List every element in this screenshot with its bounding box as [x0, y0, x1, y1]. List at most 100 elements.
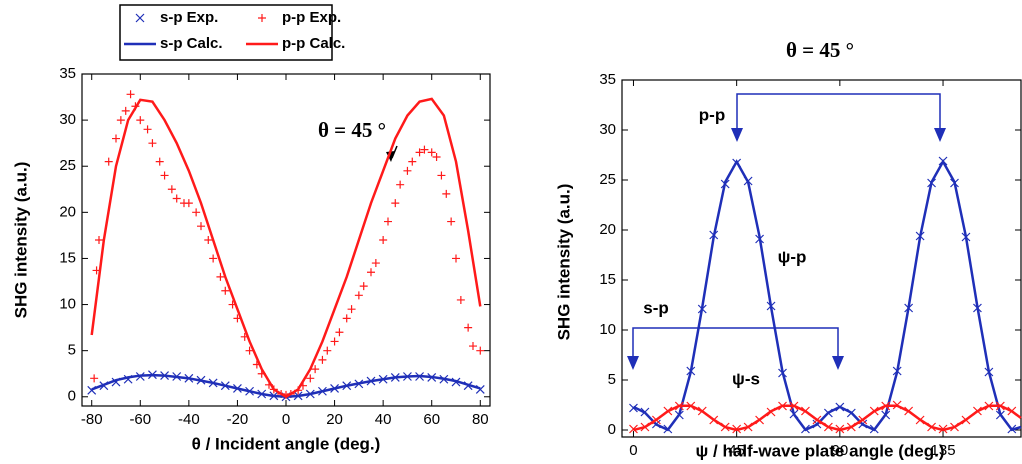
data-point [121, 106, 130, 115]
y-tick-label: 10 [599, 321, 616, 338]
x-tick-label: -20 [227, 411, 249, 428]
data-point [90, 374, 99, 383]
data-point [192, 208, 201, 217]
x-tick-label: 90 [832, 442, 849, 459]
data-point [160, 171, 169, 180]
data-point [347, 305, 356, 314]
y-tick-label: 0 [608, 421, 616, 438]
data-point [371, 259, 380, 268]
x-tick-label: -60 [129, 411, 151, 428]
y-tick-label: 35 [59, 65, 76, 82]
data-point [379, 236, 388, 244]
x-axis-label: θ / Incident angle (deg.) [192, 434, 381, 453]
data-point [116, 116, 125, 125]
data-point [456, 295, 465, 304]
plot-frame [81, 73, 491, 407]
y-tick-label: 15 [599, 271, 616, 288]
y-tick-label: 30 [599, 121, 616, 138]
plot-frame [621, 79, 1022, 438]
x-tick-label: 0 [282, 411, 290, 428]
calc-line [633, 404, 1022, 432]
y-tick-label: 15 [59, 249, 76, 266]
data-point [420, 145, 429, 154]
data-point [335, 328, 344, 337]
data-point [447, 217, 456, 226]
y-tick-label: 25 [59, 157, 76, 174]
chart-title: θ = 45 ° [786, 38, 854, 62]
x-tick-label: 40 [375, 411, 392, 428]
x-tick-label: 80 [472, 411, 489, 428]
legend-swatch [258, 14, 266, 22]
data-point [427, 148, 436, 157]
legend-box [119, 4, 333, 61]
data-point [342, 314, 351, 323]
data-point [367, 268, 375, 277]
y-tick-label: 35 [599, 71, 616, 88]
legend-label: p-p Exp. [282, 9, 341, 26]
annotation: ψ-p [778, 247, 807, 266]
data-point [396, 180, 405, 189]
data-point [311, 365, 320, 374]
data-point [323, 346, 332, 355]
data-point [245, 346, 254, 355]
x-tick-label: 45 [728, 442, 745, 459]
data-point [204, 236, 213, 244]
data-point [442, 189, 451, 198]
data-point [155, 157, 164, 166]
legend-label: s-p Exp. [160, 9, 218, 26]
data-point [437, 171, 446, 180]
data-point [464, 323, 473, 332]
data-point [306, 374, 315, 383]
y-tick-label: 30 [59, 111, 76, 128]
data-point [209, 254, 218, 263]
y-axis-label: SHG intensity (a.u.) [554, 184, 573, 341]
p-p-arrowheads [731, 128, 946, 142]
data-point [476, 346, 485, 355]
data-point [172, 194, 181, 203]
annotation: θ = 45 ° [318, 118, 386, 142]
y-tick-label: 20 [59, 203, 76, 220]
legend-swatch [135, 13, 145, 23]
annotation: p-p [699, 105, 725, 124]
y-tick-label: 25 [599, 171, 616, 188]
x-tick-label: -80 [81, 411, 103, 428]
s-p-arrowheads [627, 356, 844, 370]
data-point [330, 337, 339, 346]
x-axis-label: ψ / half-wave plate angle (deg.) [696, 441, 945, 460]
legend-label: s-p Calc. [160, 35, 223, 52]
y-tick-label: 5 [68, 342, 76, 359]
x-tick-label: 135 [931, 442, 956, 459]
data-point [221, 286, 230, 295]
data-point [184, 199, 193, 208]
y-tick-label: 0 [68, 388, 76, 405]
x-tick-label: -40 [178, 411, 200, 428]
annotation: ψ-s [732, 369, 760, 388]
data-point [167, 185, 176, 194]
x-tick-label: 60 [423, 411, 440, 428]
s-p-bracket [632, 327, 839, 368]
data-point [104, 157, 113, 166]
y-tick-label: 5 [608, 371, 616, 388]
data-point [95, 236, 103, 244]
annotation: s-p [643, 298, 669, 317]
data-point [432, 153, 441, 161]
x-tick-label: 20 [326, 411, 343, 428]
calc-line [90, 97, 482, 399]
data-point [359, 282, 368, 291]
data-point [391, 199, 400, 208]
data-point [408, 157, 417, 166]
data-point [384, 217, 392, 226]
data-point [143, 125, 152, 134]
data-point [216, 272, 225, 281]
legend-label: p-p Calc. [282, 35, 345, 52]
data-point [148, 139, 157, 148]
data-point [318, 355, 327, 364]
y-tick-label: 10 [59, 296, 76, 313]
calc-line [632, 159, 1022, 432]
data-point [403, 166, 412, 175]
y-tick-label: 20 [599, 221, 616, 238]
y-axis-label: SHG intensity (a.u.) [11, 162, 30, 319]
data-point [112, 134, 120, 143]
data-point [452, 254, 460, 263]
